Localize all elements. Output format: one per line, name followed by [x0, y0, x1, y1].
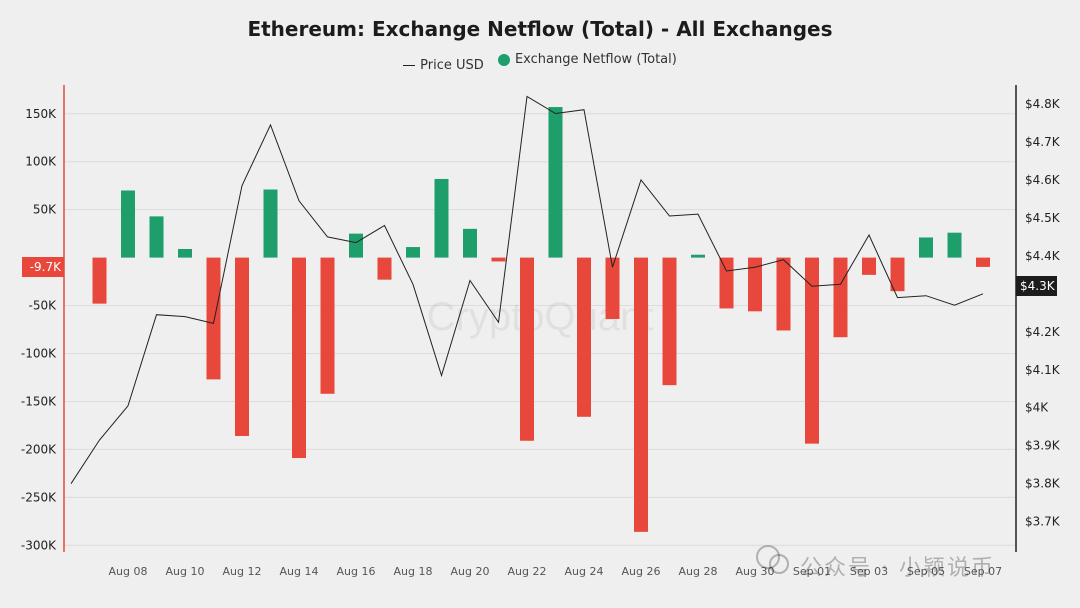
netflow-bar-positive	[349, 233, 363, 258]
x-tick-label: Aug 28	[679, 565, 718, 578]
netflow-bar-positive	[919, 237, 933, 258]
right-axis-ticks: $4.8K $4.7K $4.6K $4.5K $4.4K $4.2K $4.1K $4K $3…	[1025, 97, 1061, 529]
price-line	[70, 95, 984, 484]
netflow-bar-negative	[976, 257, 990, 267]
netflow-bar-negative	[377, 257, 392, 280]
left-tick-label: -200K	[21, 442, 57, 456]
legend-line-swatch	[403, 64, 416, 66]
netflow-bar-negative	[719, 257, 734, 309]
x-tick-label: Sep 03	[850, 565, 888, 578]
left-tick-label: -300K	[21, 538, 57, 552]
netflow-bar-positive	[434, 178, 449, 258]
netflow-bar-negative	[520, 257, 534, 441]
netflow-bar-negative	[776, 257, 791, 331]
netflow-bar-negative	[748, 257, 762, 312]
netflow-bar-negative	[320, 257, 335, 394]
right-tick-label: $4.2K	[1025, 325, 1061, 339]
x-tick-label: Aug 24	[565, 565, 604, 578]
price-flag-bg	[1016, 276, 1057, 296]
left-tick-label: -150K	[21, 394, 57, 408]
right-tick-label: $3.8K	[1025, 477, 1061, 491]
netflow-bar-negative	[235, 257, 249, 436]
netflow-bar-negative	[92, 257, 107, 304]
legend-label-netflow: Exchange Netflow (Total)	[514, 52, 677, 67]
right-tick-label: $4.1K	[1025, 363, 1061, 377]
netflow-flag-bg	[22, 257, 64, 277]
netflow-bar-negative	[206, 257, 221, 380]
left-tick-label: -50K	[29, 299, 58, 313]
x-tick-label: Aug 22	[508, 565, 547, 578]
netflow-bar-negative	[662, 257, 677, 386]
netflow-bar-negative	[605, 257, 620, 319]
right-tick-label: $4.7K	[1025, 135, 1061, 149]
netflow-bar-positive	[548, 107, 563, 258]
netflow-bar-negative	[577, 257, 591, 417]
right-tick-label: $4.8K	[1025, 97, 1061, 111]
netflow-bar-negative	[862, 257, 876, 275]
x-tick-label: Aug 30	[736, 565, 775, 578]
left-axis-ticks: 150K 100K 50K -50K -100K -150K -200K -250K -300K	[21, 107, 57, 553]
x-axis-ticks: Aug 08 Aug 10 Aug 12 Aug 14 Aug 16 Aug 18 Aug …	[109, 565, 1003, 578]
netflow-bar-positive	[947, 232, 962, 258]
right-tick-label: $4.4K	[1025, 249, 1061, 263]
x-tick-label: Aug 08	[109, 565, 148, 578]
x-tick-label: Aug 26	[622, 565, 661, 578]
left-tick-label: -250K	[21, 490, 57, 504]
netflow-bars	[92, 107, 990, 532]
legend-label-price: Price USD	[420, 57, 484, 73]
left-tick-label: 150K	[25, 107, 57, 121]
current-value-flags: -9.7K $4.3K	[22, 257, 1057, 296]
netflow-bar-positive	[178, 248, 192, 258]
right-tick-label: $4.5K	[1025, 211, 1061, 225]
wechat-watermark: 公众号 · 小颖说币	[800, 556, 995, 581]
chart-title: Ethereum: Exchange Netflow (Total) - All…	[247, 17, 833, 41]
x-tick-label: Aug 12	[223, 565, 262, 578]
netflow-bar-negative	[292, 257, 306, 459]
legend-dot-swatch	[497, 53, 510, 66]
netflow-bar-negative	[805, 257, 819, 444]
netflow-bar-positive	[691, 254, 705, 258]
netflow-bar-positive	[263, 189, 278, 258]
axes	[63, 85, 1017, 552]
left-tick-label: 100K	[25, 155, 57, 169]
netflow-bar-positive	[463, 228, 477, 258]
right-tick-label: $4K	[1025, 401, 1049, 415]
legend-item-price[interactable]: Price USD	[403, 58, 484, 73]
legend-item-netflow[interactable]: Exchange Netflow (Total)	[497, 52, 677, 67]
x-tick-label: Aug 10	[166, 565, 205, 578]
x-tick-label: Aug 18	[394, 565, 433, 578]
netflow-bar-negative	[491, 257, 506, 262]
x-tick-label: Sep 05	[907, 565, 945, 578]
x-tick-label: Aug 16	[337, 565, 376, 578]
x-tick-label: Sep 07	[964, 565, 1002, 578]
netflow-bar-positive	[406, 247, 420, 258]
netflow-bar-positive	[121, 190, 135, 258]
right-tick-label: $4.6K	[1025, 173, 1061, 187]
right-tick-label: $3.9K	[1025, 439, 1061, 453]
x-tick-label: Aug 20	[451, 565, 490, 578]
legend: Price USD Exchange Netflow (Total)	[0, 52, 1080, 73]
grid-lines	[64, 113, 1016, 546]
netflow-bar-positive	[149, 216, 164, 258]
wechat-icon	[756, 545, 789, 574]
left-tick-label: 50K	[33, 203, 57, 217]
netflow-bar-negative	[833, 257, 848, 338]
netflow-flag-label: -9.7K	[30, 260, 62, 274]
netflow-bar-negative	[634, 257, 648, 532]
x-tick-label: Aug 14	[280, 565, 319, 578]
netflow-bar-negative	[890, 257, 905, 292]
x-tick-label: Sep 01	[793, 565, 831, 578]
right-tick-label: $3.7K	[1025, 515, 1061, 529]
price-flag-label: $4.3K	[1020, 279, 1056, 293]
left-tick-label: -100K	[21, 347, 57, 361]
